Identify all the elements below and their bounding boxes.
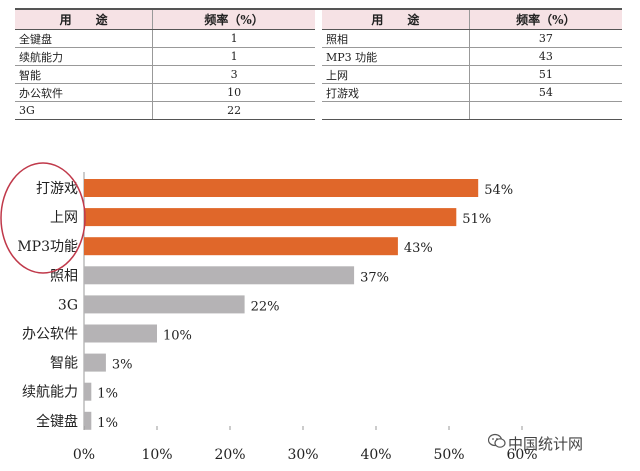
x-tick-label: 0% <box>73 447 95 463</box>
category-label: 打游戏 <box>36 180 78 197</box>
value-label: 3% <box>112 358 133 373</box>
table-cell-freq: 43 <box>468 47 622 66</box>
highlight-circle <box>0 162 86 274</box>
data-table-left: 用 途 频率（%） 全键盘 1 续航能力 1 智能 3 办公软件 10 3G <box>15 10 315 120</box>
table-cell-use: 打游戏 <box>322 83 470 102</box>
x-tick-label: 60% <box>506 447 537 463</box>
table-row: 照相 37 <box>322 29 622 48</box>
category-label: 全键盘 <box>36 413 78 430</box>
bar-4 <box>84 295 245 314</box>
table-cell-use: 智能 <box>15 65 153 84</box>
bar-8 <box>84 411 92 430</box>
table-cell-use: 续航能力 <box>15 47 153 66</box>
table-cell-use: 照相 <box>322 29 470 48</box>
bar-5 <box>84 324 157 343</box>
table-cell-use: 全键盘 <box>15 29 153 48</box>
category-label: 智能 <box>50 356 78 372</box>
category-label: 续航能力 <box>22 384 78 401</box>
table-cell-use <box>322 101 470 120</box>
x-tick-label: 10% <box>141 447 172 463</box>
value-label: 1% <box>97 387 118 402</box>
value-label: 37% <box>360 270 389 285</box>
table-cell-freq <box>468 101 622 120</box>
table-row: 全键盘 1 <box>15 29 315 48</box>
value-label: 1% <box>97 416 118 431</box>
table-header-freq: 频率（%） <box>468 10 622 30</box>
table-header-row: 用 途 频率（%） <box>15 10 315 30</box>
category-label: 照相 <box>50 268 78 284</box>
value-label: 10% <box>163 329 192 344</box>
table-header-use: 用 途 <box>322 10 470 30</box>
value-label: 22% <box>251 299 280 314</box>
table-row: 3G 22 <box>15 101 315 120</box>
table-row: 上网 51 <box>322 65 622 84</box>
table-row: MP3 功能 43 <box>322 47 622 66</box>
table-cell-use: 办公软件 <box>15 83 153 102</box>
bar-0 <box>84 179 479 197</box>
table-row: 打游戏 54 <box>322 83 622 102</box>
table-cell-freq: 1 <box>152 29 315 48</box>
table-cell-freq: 51 <box>468 65 622 84</box>
table-header-use: 用 途 <box>15 10 153 30</box>
table-cell-freq: 10 <box>152 83 315 102</box>
table-row: 续航能力 1 <box>15 47 315 66</box>
data-table-right: 用 途 频率（%） 照相 37 MP3 功能 43 上网 51 打游戏 54 <box>322 10 622 120</box>
category-label: 3G <box>58 297 78 313</box>
bar-7 <box>84 382 92 401</box>
value-label: 43% <box>404 241 433 256</box>
wechat-icon <box>488 433 506 448</box>
table-cell-freq: 54 <box>468 83 622 102</box>
bar-3 <box>84 266 355 285</box>
table-cell-use: MP3 功能 <box>322 47 470 66</box>
table-row <box>322 101 622 120</box>
table-row: 智能 3 <box>15 65 315 84</box>
x-tick-label: 40% <box>360 447 391 463</box>
table-row: 办公软件 10 <box>15 83 315 102</box>
x-tick-label: 50% <box>433 447 464 463</box>
table-cell-freq: 3 <box>152 65 315 84</box>
table-cell-use: 3G <box>15 101 153 120</box>
table-cell-freq: 22 <box>152 101 315 120</box>
bar-2 <box>84 237 398 256</box>
value-label: 51% <box>462 212 491 227</box>
table-cell-use: 上网 <box>322 65 470 84</box>
category-label: 上网 <box>50 210 78 226</box>
table-top-rule <box>15 8 622 10</box>
value-label: 54% <box>484 183 513 198</box>
table-header-freq: 频率（%） <box>152 10 315 30</box>
table-cell-freq: 1 <box>152 47 315 66</box>
bar-6 <box>84 353 106 372</box>
table-cell-freq: 37 <box>468 29 622 48</box>
table-header-row: 用 途 频率（%） <box>322 10 622 30</box>
bar-1 <box>84 208 457 227</box>
x-tick-label: 30% <box>287 447 318 463</box>
watermark-text: 中国统计网 <box>508 435 584 453</box>
x-tick-label: 20% <box>214 447 245 463</box>
category-label: 办公软件 <box>22 327 78 343</box>
category-label: MP3功能 <box>17 239 78 255</box>
